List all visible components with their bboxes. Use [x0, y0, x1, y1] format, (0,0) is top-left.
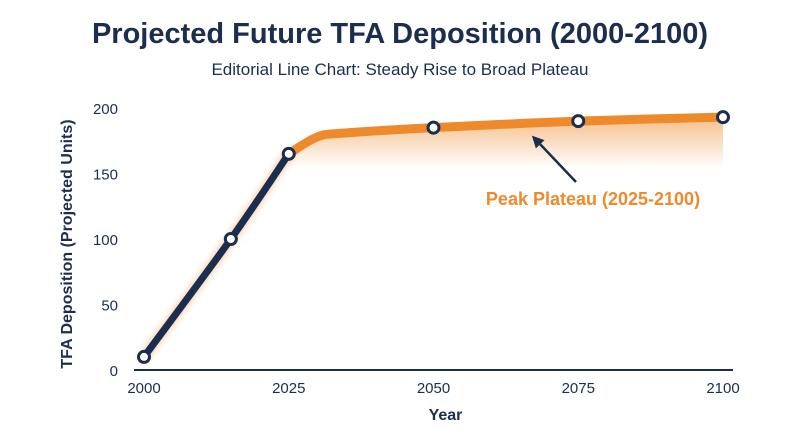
y-tick-label: 150: [93, 167, 118, 184]
x-tick-label: 2050: [417, 380, 450, 397]
data-point: [426, 120, 441, 135]
data-point: [281, 146, 296, 161]
y-tick-label: 50: [101, 298, 118, 315]
x-tick-label: 2075: [562, 380, 595, 397]
x-tick-label: 2025: [272, 380, 305, 397]
chart-subtitle: Editorial Line Chart: Steady Rise to Bro…: [211, 60, 589, 79]
data-point: [137, 349, 151, 364]
x-tick-label: 2000: [127, 380, 160, 397]
data-point: [223, 232, 238, 246]
y-tick-label: 0: [110, 363, 118, 380]
rise-line: [140, 150, 293, 361]
y-tick-label: 100: [93, 232, 118, 249]
chart-title: Projected Future TFA Deposition (2000-21…: [91, 18, 709, 50]
annotation-arrowhead: [531, 135, 545, 149]
data-point: [716, 110, 730, 125]
data-points: [137, 110, 730, 364]
y-axis-title: TFA Deposition (Projected Units): [59, 119, 76, 368]
y-tick-label: 200: [93, 101, 118, 118]
annotation-label: Peak Plateau (2025-2100): [486, 189, 700, 209]
annotation: Peak Plateau (2025-2100): [486, 135, 700, 209]
annotation-arrow: [539, 143, 577, 183]
axes: 0 50 100 150 200 2000 2025 2050 2075 2100: [93, 101, 740, 397]
data-point: [571, 114, 586, 129]
x-axis-title: Year: [429, 407, 463, 424]
x-tick-label: 2100: [706, 380, 739, 397]
